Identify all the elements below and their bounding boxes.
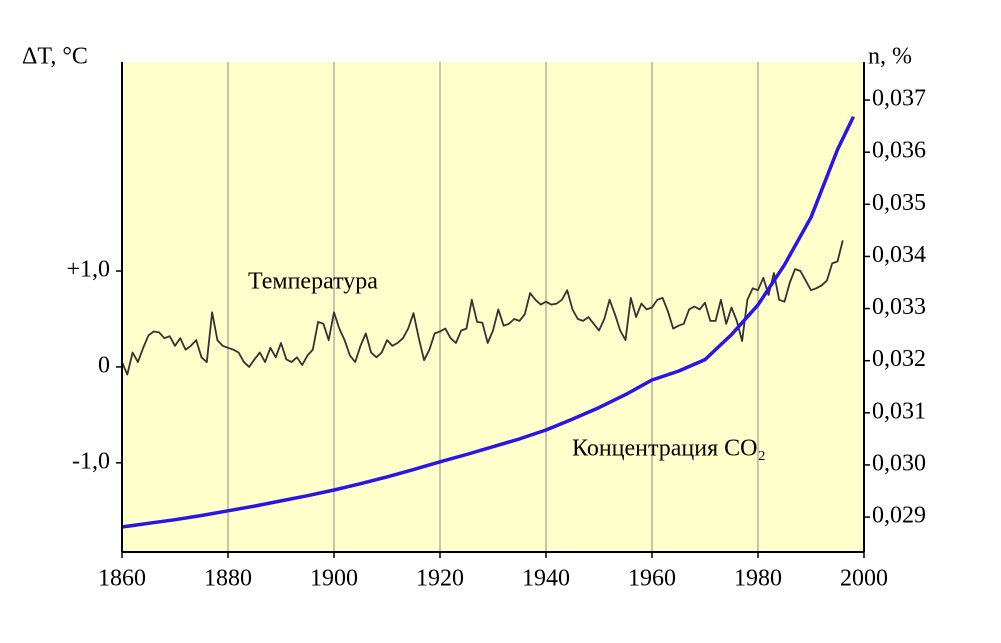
x-tick-label: 1860 bbox=[98, 566, 146, 592]
y-axis-title: ΔT, °C bbox=[22, 44, 88, 70]
y2-tick-label: 0,029 bbox=[872, 503, 926, 529]
y2-tick-label: 0,037 bbox=[872, 86, 926, 112]
y2-tick-label: 0,032 bbox=[872, 346, 926, 372]
y2-tick-label: 0,031 bbox=[872, 398, 926, 424]
x-tick-label: 1960 bbox=[628, 566, 676, 592]
y-tick-label: 0 bbox=[98, 352, 110, 378]
y2-tick-label: 0,033 bbox=[872, 294, 926, 320]
x-tick-label: 1920 bbox=[416, 566, 464, 592]
y2-tick-label: 0,030 bbox=[872, 450, 926, 476]
y2-tick-label: 0,034 bbox=[872, 242, 926, 268]
y-tick-label: +1,0 bbox=[66, 257, 110, 283]
series-line bbox=[121, 115, 855, 529]
axes: 1860 1880 1900 1920 1940 1960 1980 2000 -1,0 0 +1,… bbox=[66, 62, 926, 592]
series-line bbox=[121, 240, 844, 376]
x-tick-label: 1880 bbox=[204, 566, 252, 592]
x-tick-label: 1940 bbox=[522, 566, 570, 592]
plot-area bbox=[122, 62, 864, 552]
x-tick-label: 2000 bbox=[840, 566, 888, 592]
y2-tick-label: 0,036 bbox=[872, 138, 926, 164]
y2-tick-label: 0,035 bbox=[872, 190, 926, 216]
x-tick-label: 1980 bbox=[734, 566, 782, 592]
series-label: Концентрация CO₂ bbox=[572, 436, 766, 462]
series-label: Температура bbox=[248, 269, 378, 295]
y-tick-label: -1,0 bbox=[72, 448, 110, 474]
y2-axis-title: n, % bbox=[868, 44, 912, 70]
lines bbox=[121, 115, 855, 529]
x-tick-label: 1900 bbox=[310, 566, 358, 592]
